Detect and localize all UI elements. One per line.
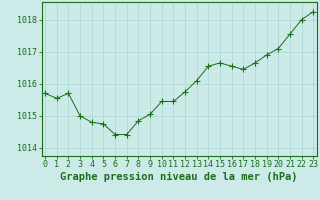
X-axis label: Graphe pression niveau de la mer (hPa): Graphe pression niveau de la mer (hPa): [60, 172, 298, 182]
